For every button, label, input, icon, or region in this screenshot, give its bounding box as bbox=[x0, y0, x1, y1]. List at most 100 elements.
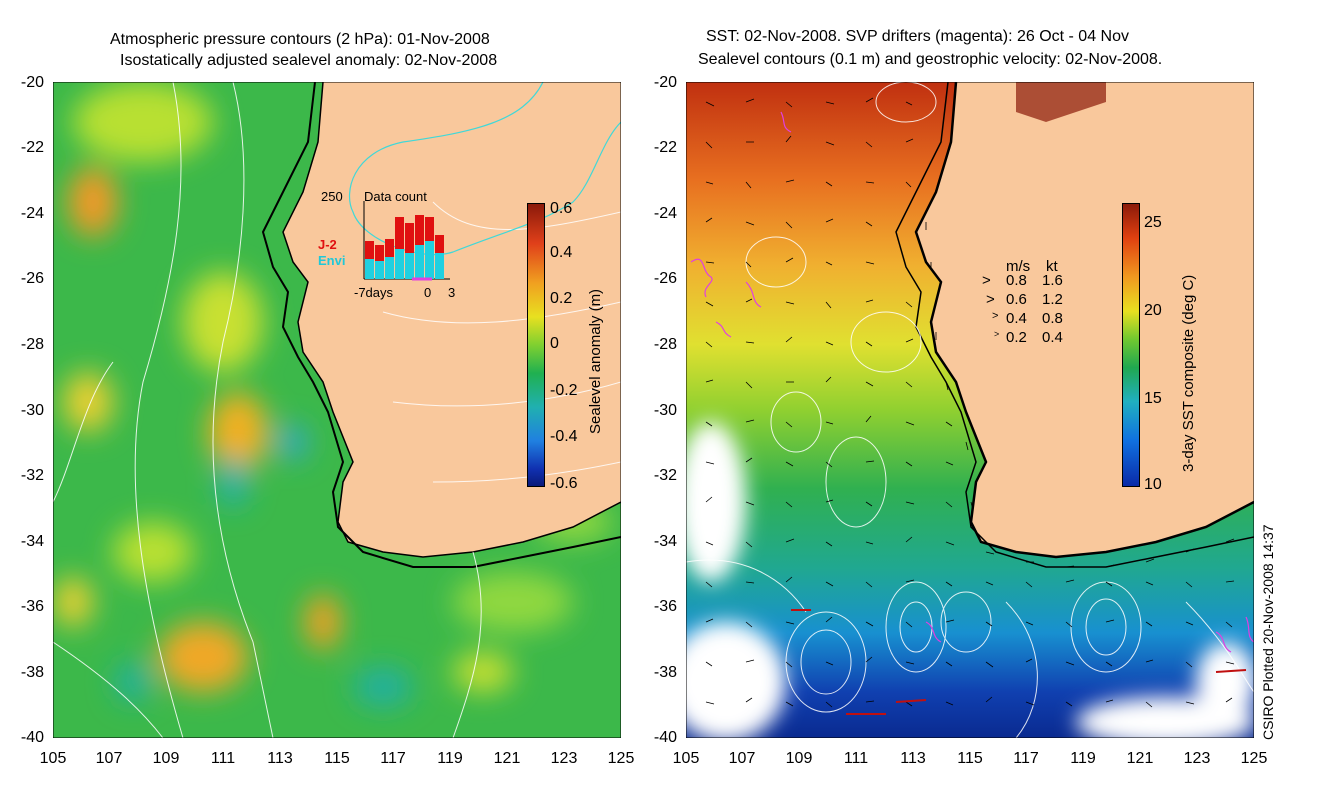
left-y-tick: -24 bbox=[20, 205, 44, 222]
right-x-tick: 125 bbox=[1240, 750, 1268, 767]
coastline bbox=[282, 81, 622, 558]
right-x-tick: 107 bbox=[728, 750, 756, 767]
sealevel-cb-tick: 0.6 bbox=[550, 200, 573, 217]
left-y-tick: -30 bbox=[20, 402, 44, 419]
right-y-tick: -32 bbox=[653, 467, 677, 484]
left-x-tick: 121 bbox=[493, 750, 521, 767]
left-x-tick: 107 bbox=[95, 750, 123, 767]
legend-ms-1: 0.8 bbox=[1006, 272, 1027, 289]
anomaly-blobs bbox=[53, 82, 613, 707]
drifter-red-segments bbox=[791, 609, 1247, 715]
data-count-inset: 250 Data count J-2 Envi -7days 0 3 bbox=[310, 185, 480, 305]
right-y-tick: -22 bbox=[653, 139, 677, 156]
sst-colorbar-label: 3-day SST composite (deg C) bbox=[1180, 274, 1197, 472]
sealevel-colorbar bbox=[527, 203, 545, 487]
legend-kt-3: 0.8 bbox=[1042, 310, 1063, 327]
sealevel-cb-tick: -0.2 bbox=[550, 382, 578, 399]
left-x-tick: 105 bbox=[39, 750, 67, 767]
australia-land bbox=[916, 82, 1254, 557]
pressure-contours bbox=[52, 81, 622, 739]
sealevel-contours bbox=[685, 81, 1255, 739]
right-x-tick: 121 bbox=[1126, 750, 1154, 767]
legend-header-ms: m/s bbox=[1006, 258, 1031, 275]
right-y-tick: -34 bbox=[653, 533, 677, 550]
velocity-legend: m/s kt > 0.8 1.6 > 0.6 1.2 > 0.4 0.8 > 0… bbox=[980, 258, 1090, 358]
right-y-tick: -28 bbox=[653, 336, 677, 353]
sealevel-cb-tick: 0 bbox=[550, 335, 559, 352]
sst-map-svg bbox=[666, 81, 1256, 747]
left-x-tick: 113 bbox=[267, 750, 293, 767]
legend-arrow-2: > bbox=[986, 291, 995, 308]
left-x-tick: 115 bbox=[324, 750, 350, 767]
right-y-tick: -30 bbox=[653, 402, 677, 419]
right-x-tick: 113 bbox=[900, 750, 926, 767]
legend-ms-3: 0.4 bbox=[1006, 310, 1027, 327]
legend-ms-4: 0.2 bbox=[1006, 329, 1027, 346]
right-x-tick: 117 bbox=[1013, 750, 1039, 767]
sealevel-anomaly-map-svg bbox=[52, 81, 622, 739]
sst-cb-tick: 20 bbox=[1144, 302, 1162, 319]
right-x-tick: 123 bbox=[1183, 750, 1211, 767]
left-x-tick: 117 bbox=[380, 750, 406, 767]
inset-bar-group bbox=[365, 215, 444, 279]
inset-max-label: 250 bbox=[321, 189, 343, 204]
right-x-tick: 119 bbox=[1070, 750, 1096, 767]
legend-kt-2: 1.2 bbox=[1042, 291, 1063, 308]
left-x-tick: 119 bbox=[437, 750, 463, 767]
right-y-tick: -26 bbox=[653, 270, 677, 287]
left-title-line1: Atmospheric pressure contours (2 hPa): 0… bbox=[110, 31, 490, 48]
right-x-tick: 111 bbox=[843, 750, 869, 767]
plot-footer: CSIRO Plotted 20-Nov-2008 14:37 bbox=[1260, 524, 1276, 740]
right-y-tick: -40 bbox=[653, 729, 677, 746]
right-y-tick: -38 bbox=[653, 664, 677, 681]
right-y-tick: -20 bbox=[653, 74, 677, 91]
sealevel-cb-tick: -0.4 bbox=[550, 428, 578, 445]
right-x-tick: 109 bbox=[785, 750, 813, 767]
left-y-tick: -32 bbox=[20, 467, 44, 484]
right-title-line2: Sealevel contours (0.1 m) and geostrophi… bbox=[698, 51, 1163, 68]
left-x-tick: 123 bbox=[550, 750, 578, 767]
right-y-tick: -36 bbox=[653, 598, 677, 615]
left-y-tick: -34 bbox=[20, 533, 44, 550]
legend-arrow-4: > bbox=[994, 329, 1000, 339]
sst-colorbar bbox=[1122, 203, 1140, 487]
left-y-tick: -20 bbox=[20, 74, 44, 91]
sst-cb-tick: 25 bbox=[1144, 214, 1162, 231]
velocity-arrows bbox=[705, 97, 1235, 708]
legend-kt-1: 1.6 bbox=[1042, 272, 1063, 289]
inset-series1: J-2 bbox=[318, 237, 337, 252]
legend-kt-4: 0.4 bbox=[1042, 329, 1063, 346]
left-x-tick: 109 bbox=[152, 750, 180, 767]
legend-ms-2: 0.6 bbox=[1006, 291, 1027, 308]
sealevel-cb-tick: 0.4 bbox=[550, 244, 573, 261]
left-y-tick: -36 bbox=[20, 598, 44, 615]
left-x-tick: 111 bbox=[210, 750, 236, 767]
inset-bars bbox=[363, 201, 450, 281]
drifter-tracks bbox=[690, 111, 1255, 653]
inset-x-right: 3 bbox=[448, 285, 456, 300]
coastline bbox=[914, 81, 1255, 559]
inset-x-mid: 0 bbox=[424, 285, 432, 300]
legend-arrow-3: > bbox=[992, 310, 999, 322]
inset-title: Data count bbox=[364, 189, 427, 204]
right-x-tick: 105 bbox=[672, 750, 700, 767]
left-x-tick: 125 bbox=[607, 750, 635, 767]
sealevel-cb-tick: -0.6 bbox=[550, 475, 578, 492]
sst-cb-tick: 10 bbox=[1144, 476, 1162, 493]
left-y-tick: -22 bbox=[20, 139, 44, 156]
right-x-tick: 115 bbox=[957, 750, 983, 767]
inset-x-left: -7days bbox=[354, 285, 394, 300]
left-y-tick: -28 bbox=[20, 336, 44, 353]
sealevel-cb-tick: 0.2 bbox=[550, 290, 573, 307]
left-y-tick: -38 bbox=[20, 664, 44, 681]
sst-cb-tick: 15 bbox=[1144, 390, 1162, 407]
left-y-tick: -26 bbox=[20, 270, 44, 287]
legend-header-kt: kt bbox=[1046, 258, 1058, 275]
sealevel-anomaly-map bbox=[52, 81, 622, 739]
right-y-tick: -24 bbox=[653, 205, 677, 222]
left-title-line2: Isostatically adjusted sealevel anomaly:… bbox=[120, 52, 498, 69]
right-title-line1: SST: 02-Nov-2008. SVP drifters (magenta)… bbox=[706, 28, 1129, 45]
sst-map bbox=[666, 81, 1256, 747]
left-y-tick: -40 bbox=[20, 729, 44, 746]
legend-arrow-1: > bbox=[982, 272, 991, 289]
